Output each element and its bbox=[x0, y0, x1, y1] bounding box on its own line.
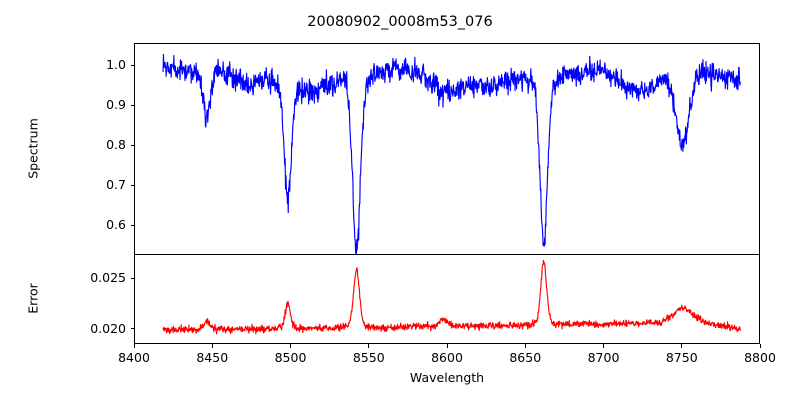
error-y-tick-mark bbox=[130, 277, 134, 279]
error-y-tick-label: 0.020 bbox=[90, 320, 126, 336]
x-tick-label: 8550 bbox=[352, 350, 385, 365]
spectrum-y-tick-label: 0.6 bbox=[106, 217, 126, 232]
error-data-line bbox=[163, 260, 740, 333]
spectrum-plot-area bbox=[135, 44, 759, 254]
spectrum-y-tick-label: 1.0 bbox=[106, 57, 126, 72]
spectrum-y-tick-label: 0.8 bbox=[106, 137, 126, 152]
x-tick-mark bbox=[133, 344, 135, 348]
x-tick-label: 8650 bbox=[509, 350, 542, 365]
x-tick-mark bbox=[524, 344, 526, 348]
x-tick-label: 8600 bbox=[431, 350, 463, 365]
spectrum-axes bbox=[134, 43, 760, 255]
x-tick-mark bbox=[446, 344, 448, 348]
x-tick-label: 8450 bbox=[196, 350, 229, 365]
spectrum-data-line bbox=[163, 54, 740, 254]
spectrum-y-tick-mark bbox=[130, 64, 134, 66]
x-tick-label: 8800 bbox=[744, 350, 776, 365]
x-tick-mark bbox=[759, 344, 761, 348]
spectrum-y-axis-label: Spectrum bbox=[25, 118, 41, 179]
x-tick-mark bbox=[368, 344, 370, 348]
spectrum-y-tick-label: 0.7 bbox=[106, 177, 126, 192]
x-tick-mark bbox=[603, 344, 605, 348]
x-tick-label: 8400 bbox=[118, 350, 150, 365]
spectrum-y-tick-label: 0.9 bbox=[106, 97, 126, 112]
x-tick-label: 8500 bbox=[274, 350, 307, 365]
x-tick-mark bbox=[681, 344, 683, 348]
error-y-tick-label: 0.025 bbox=[90, 270, 126, 286]
figure-title: 20080902_0008m53_076 bbox=[307, 14, 493, 30]
x-tick-label: 8750 bbox=[665, 350, 698, 365]
spectrum-y-tick-mark bbox=[130, 224, 134, 226]
spectrum-y-tick-mark bbox=[130, 184, 134, 186]
x-tick-mark bbox=[290, 344, 292, 348]
spectrum-y-tick-mark bbox=[130, 104, 134, 106]
x-axis-label: Wavelength bbox=[409, 370, 485, 385]
error-plot-area bbox=[135, 255, 759, 343]
error-y-axis-label: Error bbox=[25, 283, 41, 314]
x-tick-label: 8700 bbox=[587, 350, 620, 365]
error-axes bbox=[134, 254, 760, 344]
spectrum-y-tick-mark bbox=[130, 144, 134, 146]
error-y-tick-mark bbox=[130, 328, 134, 330]
x-tick-mark bbox=[211, 344, 213, 348]
